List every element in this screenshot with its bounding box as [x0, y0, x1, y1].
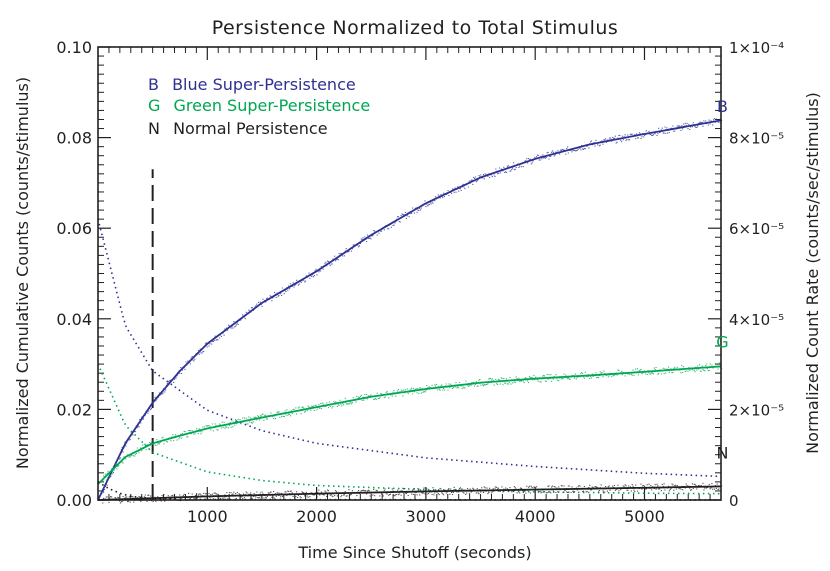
series-n-label: N — [717, 443, 729, 462]
y-tick-label: 0.00 — [56, 491, 92, 510]
series-b-rate-line — [97, 218, 722, 478]
legend-label-normal: Normal Persistence — [173, 119, 328, 138]
legend-item-green: G Green Super-Persistence — [148, 96, 370, 115]
y-tick-label: 0.06 — [56, 219, 92, 238]
series-g-cumulative-line — [97, 365, 722, 485]
legend-item-blue: B Blue Super-Persistence — [148, 75, 356, 94]
y-tick-label: 0.04 — [56, 310, 92, 329]
y-axis-label: Normalized Cumulative Counts (counts/sti… — [13, 77, 32, 469]
legend-key-green: G — [148, 96, 160, 115]
y2-tick-label: 1×10⁻⁴ — [729, 39, 784, 57]
legend: B Blue Super-Persistence G Green Super-P… — [148, 75, 370, 138]
series-layer — [97, 118, 723, 504]
legend-key-normal: N — [148, 119, 160, 138]
legend-label-blue: Blue Super-Persistence — [172, 75, 356, 94]
x-tick-label: 2000 — [296, 507, 337, 526]
x-tick-label: 4000 — [515, 507, 556, 526]
legend-key-blue: B — [148, 75, 159, 94]
x-tick-label: 5000 — [624, 507, 665, 526]
y2-tick-label: 0 — [729, 492, 739, 510]
series-b-label: B — [717, 97, 728, 116]
y2-tick-label: 6×10⁻⁵ — [729, 220, 784, 238]
y-tick-label: 0.02 — [56, 400, 92, 419]
x-tick-label: 3000 — [406, 507, 447, 526]
y-tick-label: 0.10 — [56, 38, 92, 57]
series-b-cumulative-line — [97, 119, 722, 501]
x-axis-label: Time Since Shutoff (seconds) — [297, 543, 531, 562]
label-layer: 1000 2000 3000 4000 5000 0.00 0.02 0.04 0.06 0.08… — [56, 38, 784, 526]
legend-label-green: Green Super-Persistence — [174, 96, 371, 115]
y2-tick-label: 8×10⁻⁵ — [729, 130, 784, 148]
legend-item-normal: N Normal Persistence — [148, 119, 328, 138]
series-g-label: G — [716, 332, 728, 351]
series-n-cumulative-line — [97, 485, 722, 501]
y2-axis-label: Normalized Count Rate (counts/sec/stimul… — [803, 92, 822, 454]
y2-tick-label: 2×10⁻⁵ — [729, 401, 784, 419]
plot-frame — [97, 46, 722, 501]
y-tick-label: 0.08 — [56, 129, 92, 148]
x-tick-label: 1000 — [187, 507, 228, 526]
chart-title: Persistence Normalized to Total Stimulus — [212, 17, 619, 39]
y2-tick-label: 4×10⁻⁵ — [729, 311, 784, 329]
